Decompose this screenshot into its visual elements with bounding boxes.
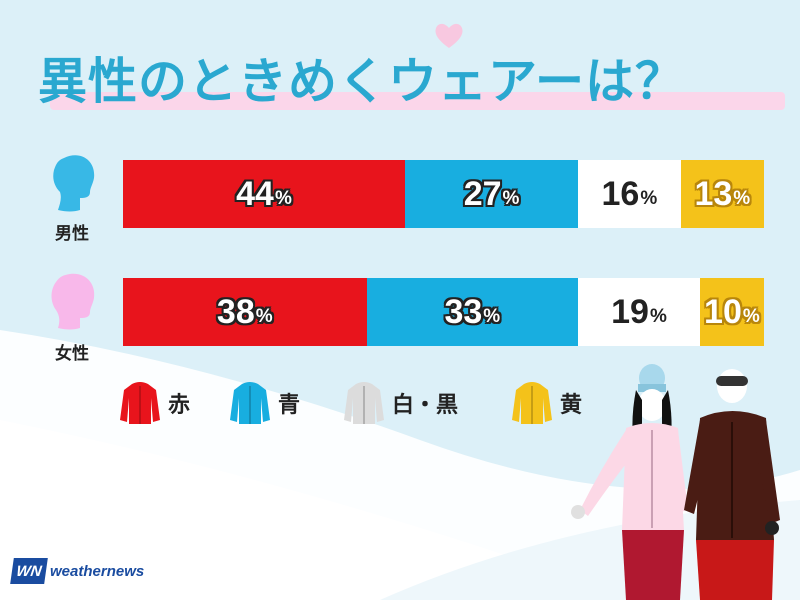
data-label-unit: %: [742, 306, 760, 327]
data-label: 27: [463, 174, 502, 213]
jacket-icon: [512, 382, 552, 424]
data-label-unit: %: [649, 306, 667, 327]
data-label: 33: [444, 292, 483, 331]
title-underline: [50, 92, 785, 110]
bar-segment-female-1: 33%: [366, 278, 579, 346]
data-label: 16: [601, 174, 640, 213]
data-label-unit: %: [483, 306, 501, 327]
data-label: 10: [704, 292, 742, 331]
category-label-female: 女性: [55, 344, 89, 364]
bar-segment-male-1: 27%: [405, 160, 579, 228]
jacket-icon: [230, 382, 270, 424]
data-label-unit: %: [502, 188, 520, 209]
legend-item-0: 赤: [120, 378, 190, 428]
legend: 赤 青 白・黒 黄: [120, 378, 600, 428]
legend-label: 黄: [560, 393, 583, 418]
legend-label: 赤: [168, 393, 191, 418]
data-label: 44: [236, 174, 274, 213]
data-label-unit: %: [274, 188, 292, 209]
logo-mark: WN: [10, 558, 48, 584]
data-label-unit: %: [733, 188, 751, 209]
weathernews-logo: WN weathernews: [10, 558, 145, 584]
bar-row-male: 44% 27% 16% 13%: [123, 160, 764, 228]
logo-text: weathernews: [50, 562, 145, 580]
bar-segment-female-2: 19%: [578, 278, 700, 346]
bar-segment-female-0: 38%: [123, 278, 367, 346]
bar-segment-male-2: 16%: [578, 160, 681, 228]
jacket-icon: [344, 382, 384, 424]
legend-label: 青: [278, 393, 301, 418]
skiers-illustration: [571, 364, 780, 600]
legend-item-2: 白・黒: [344, 378, 458, 428]
bar-segment-male-0: 44%: [123, 160, 406, 228]
bar-segment-male-3: 13%: [680, 160, 764, 228]
data-label: 38: [216, 292, 255, 331]
data-label-unit: %: [255, 306, 273, 327]
heart-icon: [435, 23, 463, 48]
bar-segment-female-3: 10%: [699, 278, 764, 346]
bar-row-female: 38% 33% 19% 10%: [123, 278, 764, 346]
male-head-icon: [53, 155, 95, 212]
data-label: 13: [694, 174, 733, 213]
legend-item-1: 青: [230, 378, 300, 428]
title-area: 異性のときめくウェアーは？: [20, 23, 785, 120]
data-label: 19: [611, 292, 649, 331]
legend-item-3: 黄: [512, 378, 582, 428]
chart-title: 異性のときめくウェアーは？: [38, 53, 686, 110]
data-label-unit: %: [640, 188, 658, 209]
category-label-male: 男性: [55, 224, 89, 244]
female-head-icon: [51, 273, 95, 330]
legend-label: 白・黒: [392, 393, 459, 418]
jacket-icon: [120, 382, 160, 424]
